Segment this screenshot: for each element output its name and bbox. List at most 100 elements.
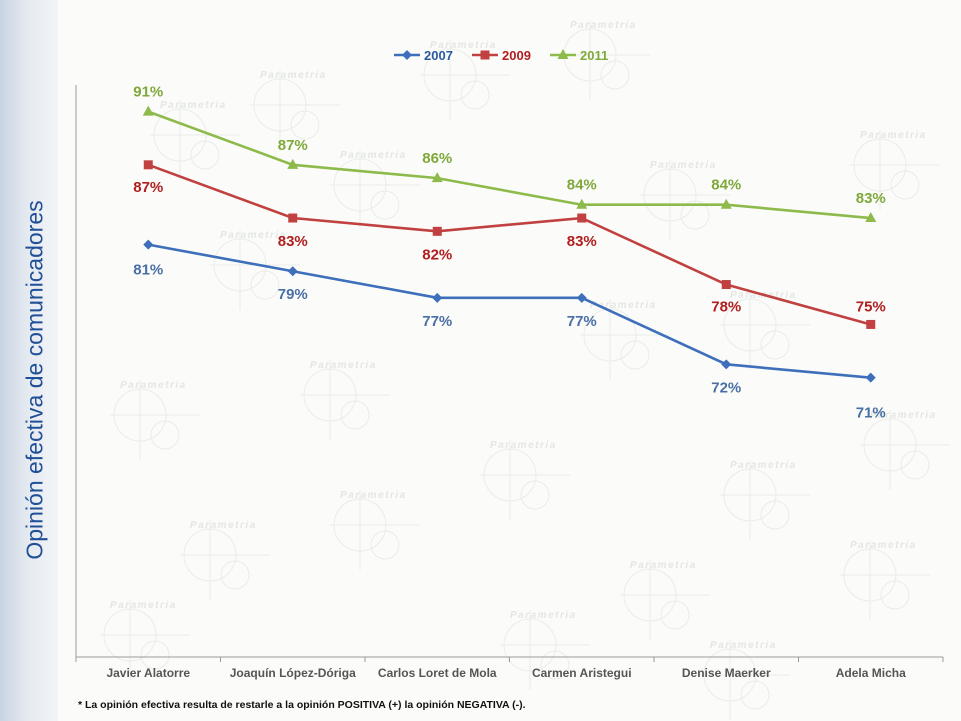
data-label: 86% [422,150,452,167]
data-label: 87% [133,179,163,196]
watermark-mark: Parametria [580,300,670,380]
data-label: 84% [567,177,597,194]
data-point [576,198,588,209]
data-label: 79% [278,286,308,303]
watermark-text: Parametria [510,610,577,621]
watermark-text: Parametria [190,520,257,531]
watermark-mark: Parametria [110,380,200,460]
watermark-text: Parametria [260,70,327,81]
data-point [720,198,732,209]
watermark-text: Parametria [870,410,937,421]
watermark-mark: Parametria [420,40,510,120]
x-tick-label: Carmen Aristegui [532,666,632,680]
footnote: * La opinión efectiva resulta de restarl… [78,699,526,711]
watermark-mark: Parametria [850,130,940,210]
watermark-text: Parametria [310,360,377,371]
legend: 2007 2009 2011 [394,48,608,63]
series-line [148,243,871,379]
series-2007: 81% 79% 77% 77% 72% 71% [133,239,886,422]
data-label: 83% [567,233,597,250]
legend-label: 2007 [424,48,453,63]
legend-marker [557,49,569,59]
watermark-text: Parametria [430,40,497,51]
watermark-text: Parametria [220,230,287,241]
data-label: 75% [856,298,886,315]
data-point [287,158,299,169]
data-label: 83% [856,190,886,207]
data-point [142,105,154,116]
data-point [721,359,732,370]
data-point [577,213,587,223]
x-tick-label: Denise Maerker [682,666,771,680]
data-point [865,212,877,223]
watermark-mark: Parametria [180,520,270,600]
x-tick-label: Javier Alatorre [106,666,190,680]
watermark-mark: Parametria [860,410,950,490]
data-point [287,266,298,277]
series-line [147,163,872,326]
watermark-mark: Parametria [330,150,420,230]
watermark-text: Parametria [860,130,927,141]
watermark-text: Parametria [710,640,777,651]
decorative-left-strip [0,0,58,721]
series-2009: 87% 83% 82% 83% 78% 75% [133,160,886,329]
data-label: 72% [711,379,741,396]
data-point [143,239,154,250]
data-label: 91% [133,84,163,101]
watermark-text: Parametria [110,600,177,611]
watermark-mark: Parametria [250,70,340,150]
watermark-text: Parametria [590,300,657,311]
series-line [147,110,871,220]
watermark-text: Parametria [650,160,717,171]
x-tick-label: Adela Micha [836,666,906,680]
data-label: 83% [278,233,308,250]
data-label: 87% [278,137,308,154]
data-point [143,160,153,170]
watermark-text: Parametria [120,380,187,391]
data-point [431,172,443,183]
watermark-mark: Parametria [620,560,710,640]
data-label: 78% [711,299,741,316]
watermark-text: Parametria [490,440,557,451]
watermark-mark: Parametria [840,540,930,620]
series-2011: 91% 87% 86% 84% 84% 83% [133,84,886,223]
data-point [721,280,731,290]
x-tick-label: Joaquín López-Dóriga [230,666,356,680]
data-point [576,292,587,303]
watermark-mark: Parametria [100,600,190,680]
data-point [288,213,298,223]
watermark-mark: Parametria [500,610,590,690]
watermark-text: Parametria [160,100,227,111]
watermark-text: Parametria [850,540,917,551]
watermark-mark: Parametria [700,640,790,720]
data-label: 81% [133,262,163,279]
legend-item: 2007 [394,48,453,63]
data-point [432,226,442,236]
watermark-text: Parametria [630,560,697,571]
watermark-mark: Parametria [640,160,730,240]
watermark-mark: Parametria [300,360,390,440]
watermark-text: Parametria [340,150,407,161]
watermark-mark: Parametria [720,460,810,540]
data-label: 71% [856,405,886,422]
watermark-text: Parametria [570,20,637,31]
watermark-mark: Parametria [330,490,420,570]
legend-item: 2011 [550,48,608,63]
watermark-text: Parametria [730,460,797,471]
watermark-text: Parametria [340,490,407,501]
data-point [865,372,876,383]
x-tick-label: Carlos Loret de Mola [378,666,497,680]
legend-item: 2009 [472,48,531,63]
data-label: 82% [422,246,452,263]
data-label: 84% [711,177,741,194]
legend-marker [480,50,490,60]
data-label: 77% [567,313,597,330]
legend-marker [402,50,412,60]
legend-label: 2009 [502,48,531,63]
legend-label: 2011 [580,48,608,63]
data-label: 77% [422,313,452,330]
watermark-mark: Parametria [480,440,570,520]
watermark-mark: Parametria [150,100,240,180]
